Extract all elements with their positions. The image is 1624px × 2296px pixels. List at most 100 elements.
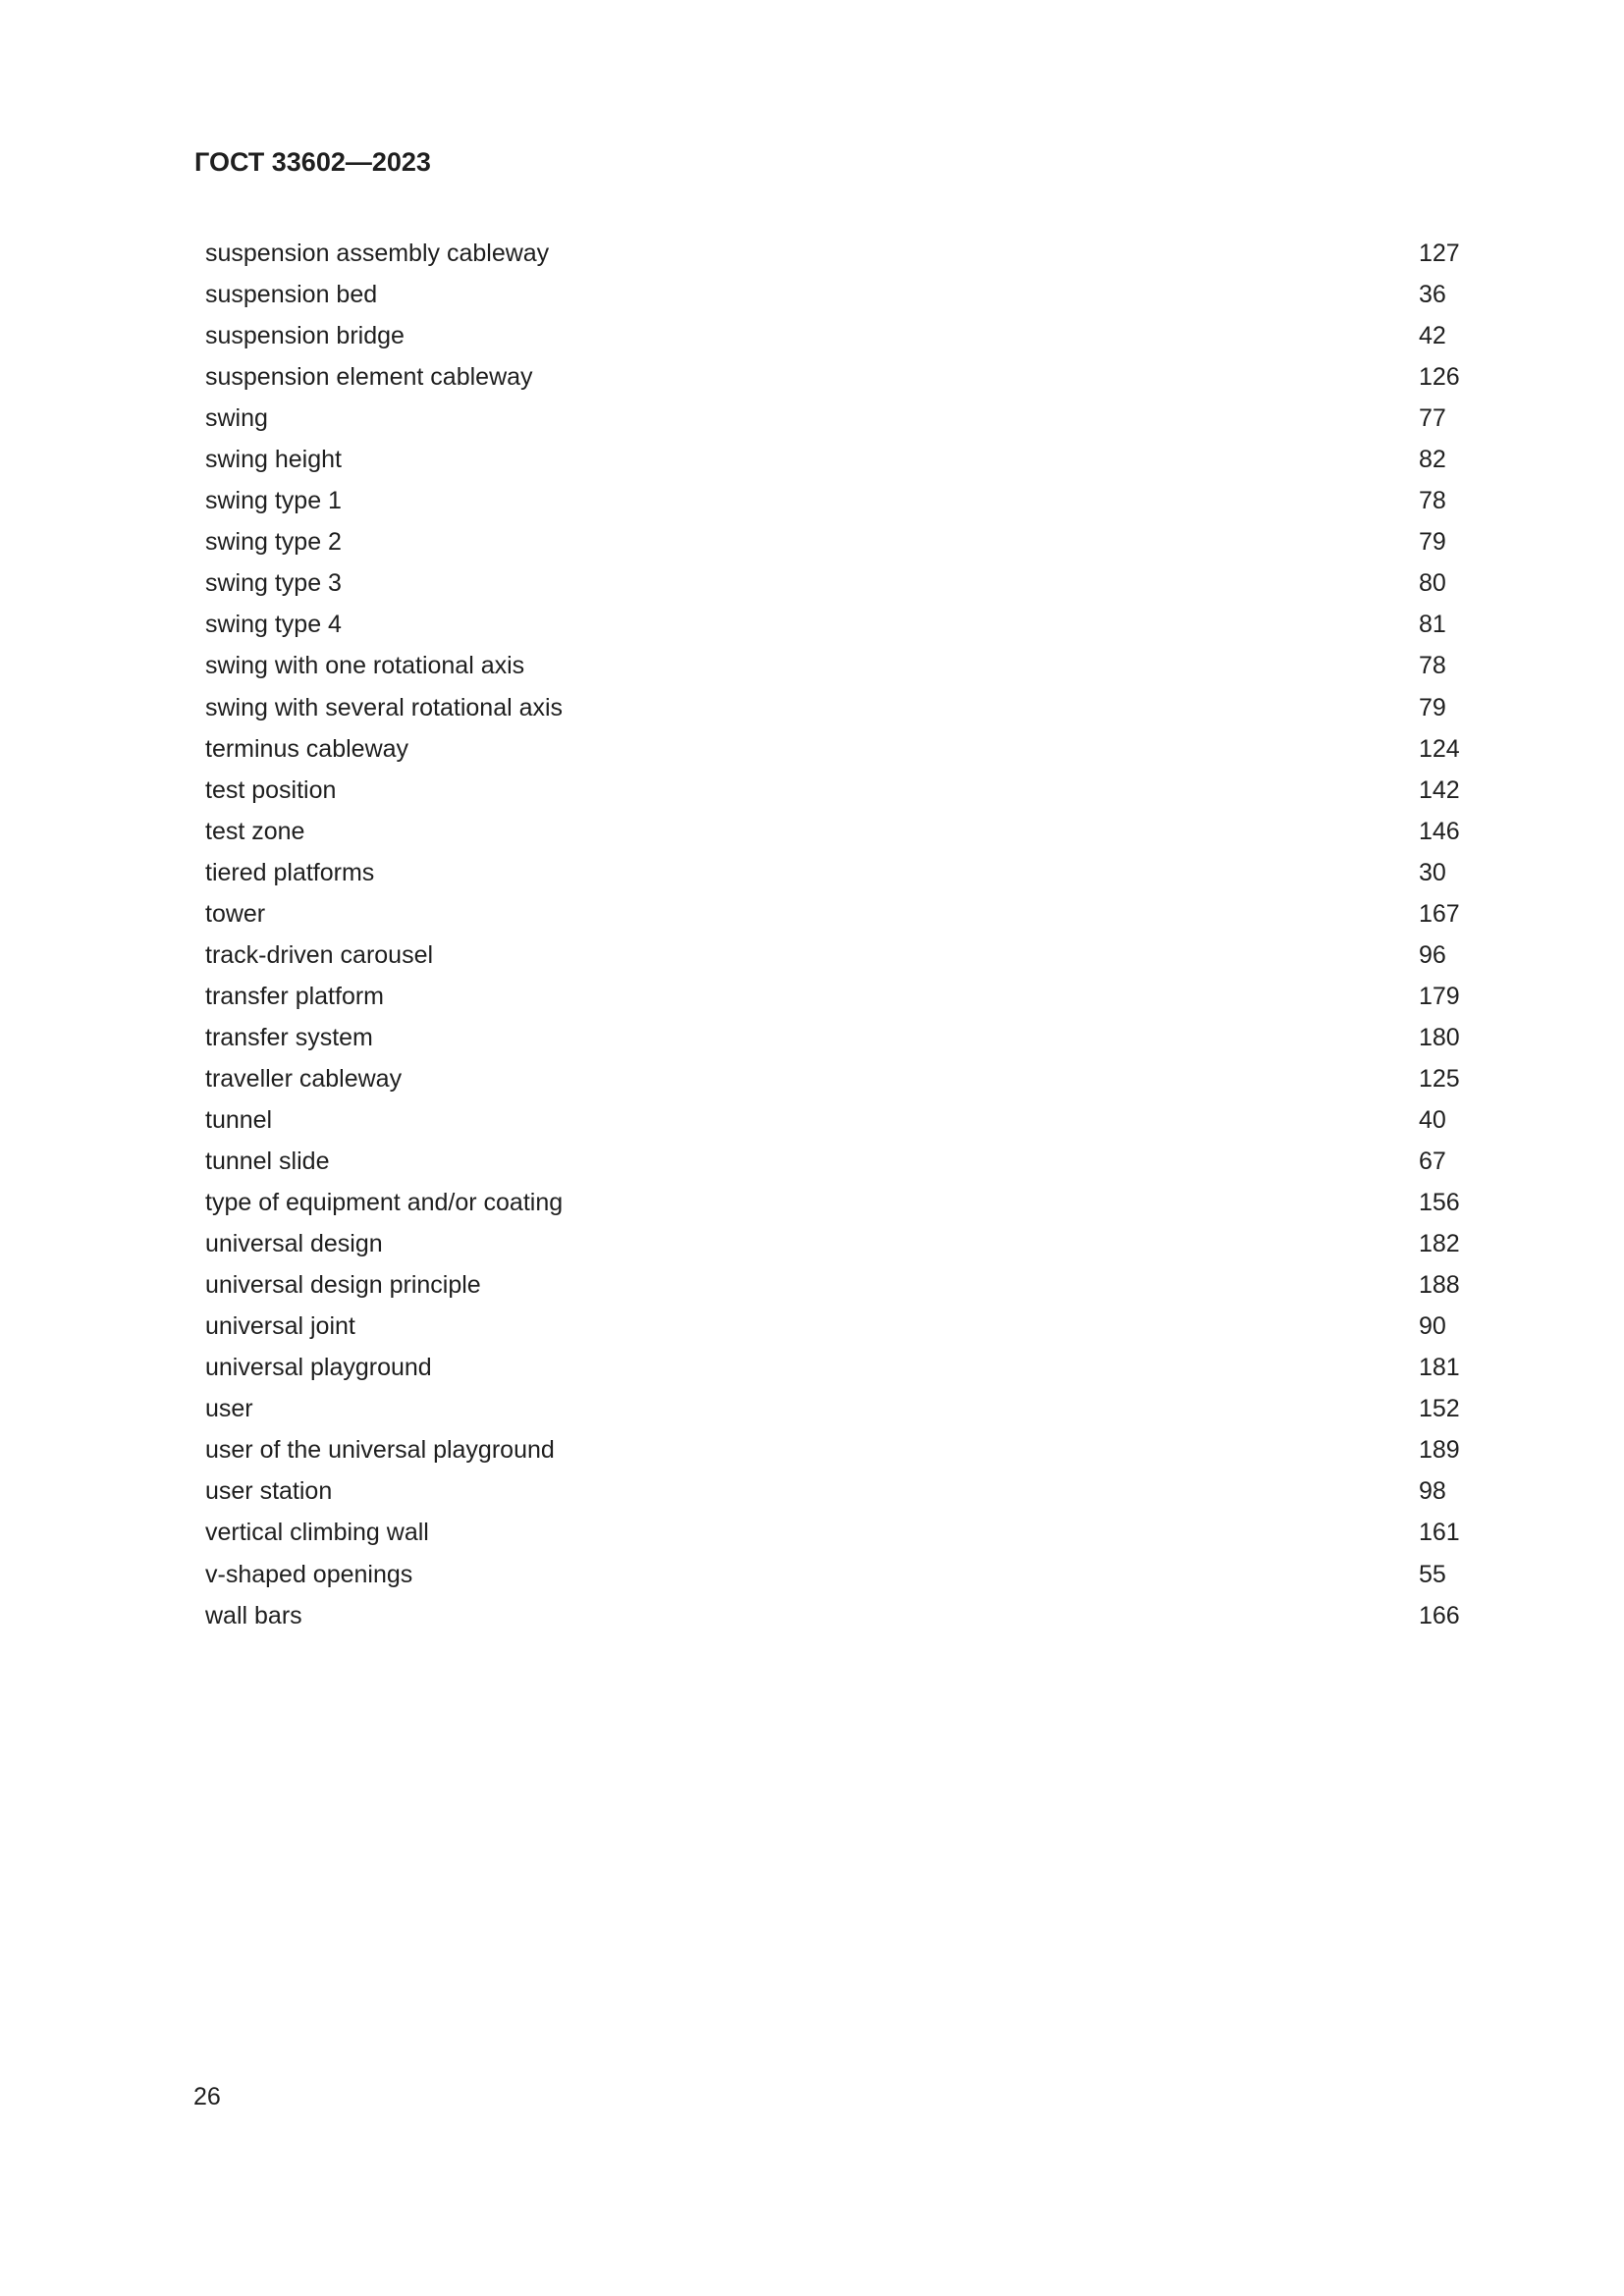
index-page-ref: 142 [1419, 775, 1460, 804]
index-term: suspension assembly cableway [205, 240, 550, 267]
index-entry: suspension bridge 42 [205, 321, 1472, 362]
index-term: swing height [205, 446, 342, 474]
index-entry: track-driven carousel 96 [205, 940, 1472, 982]
index-term: tunnel [205, 1105, 273, 1134]
index-entry: swing type 4 81 [205, 610, 1472, 651]
index-term: universal joint [205, 1312, 355, 1341]
index-page-ref: 55 [1419, 1560, 1446, 1588]
index-term: traveller cableway [205, 1064, 403, 1093]
index-entry: swing 77 [205, 403, 1472, 445]
index-term: vertical climbing wall [205, 1519, 429, 1547]
index-term: swing type 3 [205, 569, 342, 598]
index-term: swing [205, 404, 268, 433]
index-page-ref: 180 [1419, 1023, 1460, 1051]
index-page-ref: 67 [1419, 1148, 1446, 1176]
index-entry: transfer system 180 [205, 1023, 1472, 1064]
index-term: v-shaped openings [205, 1560, 413, 1588]
index-entry: universal design principle 188 [205, 1270, 1472, 1311]
index-term: type of equipment and/or coating [205, 1189, 564, 1217]
index-page-ref: 79 [1419, 528, 1446, 557]
index-page-ref: 80 [1419, 569, 1446, 598]
index-term: tiered platforms [205, 858, 375, 886]
index-entry: suspension bed 36 [205, 280, 1472, 321]
index-term: user of the universal playground [205, 1436, 555, 1465]
index-term: universal playground [205, 1354, 432, 1382]
index-entry: suspension assembly cableway 127 [205, 239, 1472, 280]
index-term: swing with several rotational axis [205, 693, 564, 721]
index-page-ref: 30 [1419, 858, 1446, 886]
index-entry: test position 142 [205, 775, 1472, 817]
index-term: track-driven carousel [205, 940, 434, 969]
index-entry: universal playground 181 [205, 1353, 1472, 1394]
index-term: terminus cableway [205, 734, 409, 763]
index-term: tower [205, 899, 266, 928]
index-entry: v-shaped openings 55 [205, 1560, 1472, 1601]
index-page-ref: 167 [1419, 899, 1460, 928]
index-entry: tunnel 40 [205, 1105, 1472, 1147]
index-term: suspension bed [205, 281, 378, 309]
index-entry: suspension element cableway 126 [205, 362, 1472, 403]
index-page-ref: 79 [1419, 693, 1446, 721]
index-page-ref: 181 [1419, 1354, 1460, 1382]
index-page-ref: 179 [1419, 982, 1460, 1010]
index-page-ref: 161 [1419, 1519, 1460, 1547]
index-page-ref: 126 [1419, 363, 1460, 392]
index-term: swing type 1 [205, 487, 342, 515]
index-page-ref: 81 [1419, 611, 1446, 639]
index-entry: terminus cableway 124 [205, 734, 1472, 775]
index-entry: wall bars 166 [205, 1601, 1472, 1642]
index-entry: tiered platforms 30 [205, 858, 1472, 899]
index-term: test zone [205, 817, 305, 845]
index-term: universal design principle [205, 1271, 481, 1300]
index-term: suspension element cableway [205, 363, 533, 392]
index-page-ref: 78 [1419, 487, 1446, 515]
index-page-ref: 127 [1419, 240, 1460, 267]
index-page-ref: 42 [1419, 322, 1446, 350]
index-entry: swing with several rotational axis 79 [205, 693, 1472, 734]
index-term: suspension bridge [205, 322, 405, 350]
index-page-ref: 82 [1419, 446, 1446, 474]
document-header: ГОСТ 33602—2023 [194, 147, 431, 177]
index-term: transfer system [205, 1023, 373, 1051]
index-term: tunnel slide [205, 1148, 330, 1176]
index-entry: swing type 2 79 [205, 527, 1472, 568]
index-entry: vertical climbing wall 161 [205, 1518, 1472, 1559]
index-term: swing with one rotational axis [205, 652, 525, 680]
index-page-ref: 156 [1419, 1189, 1460, 1217]
index-entry: user of the universal playground 189 [205, 1435, 1472, 1476]
index-page-ref: 90 [1419, 1312, 1446, 1341]
index-page-ref: 78 [1419, 652, 1446, 680]
index-page-ref: 77 [1419, 404, 1446, 433]
index-term: user station [205, 1477, 333, 1506]
index-page-ref: 146 [1419, 817, 1460, 845]
index-page-ref: 189 [1419, 1436, 1460, 1465]
index-term: swing type 2 [205, 528, 342, 557]
index-entry: swing type 3 80 [205, 568, 1472, 610]
index-entry: user 152 [205, 1394, 1472, 1435]
index-entry: swing type 1 78 [205, 486, 1472, 527]
index-term: test position [205, 775, 337, 804]
index-entry: tunnel slide 67 [205, 1147, 1472, 1188]
index-page-ref: 36 [1419, 281, 1446, 309]
index-entry: type of equipment and/or coating 156 [205, 1188, 1472, 1229]
index-page-ref: 166 [1419, 1601, 1460, 1629]
index-entry: transfer platform 179 [205, 982, 1472, 1023]
index-page-ref: 182 [1419, 1230, 1460, 1258]
index-page-ref: 98 [1419, 1477, 1446, 1506]
index-page-ref: 125 [1419, 1064, 1460, 1093]
index-page-ref: 124 [1419, 734, 1460, 763]
index-page-ref: 152 [1419, 1395, 1460, 1423]
index-page-ref: 96 [1419, 940, 1446, 969]
index-entry: swing with one rotational axis 78 [205, 651, 1472, 692]
index-entry: swing height 82 [205, 445, 1472, 486]
index-entry: universal joint 90 [205, 1311, 1472, 1353]
index-entry: universal design 182 [205, 1229, 1472, 1270]
index-term: user [205, 1395, 253, 1423]
index-term: wall bars [205, 1601, 302, 1629]
index-page-ref: 40 [1419, 1105, 1446, 1134]
index-term: transfer platform [205, 982, 385, 1010]
index-page-ref: 188 [1419, 1271, 1460, 1300]
index-entry: test zone 146 [205, 817, 1472, 858]
page-number: 26 [193, 2083, 221, 2110]
index-term: swing type 4 [205, 611, 342, 639]
